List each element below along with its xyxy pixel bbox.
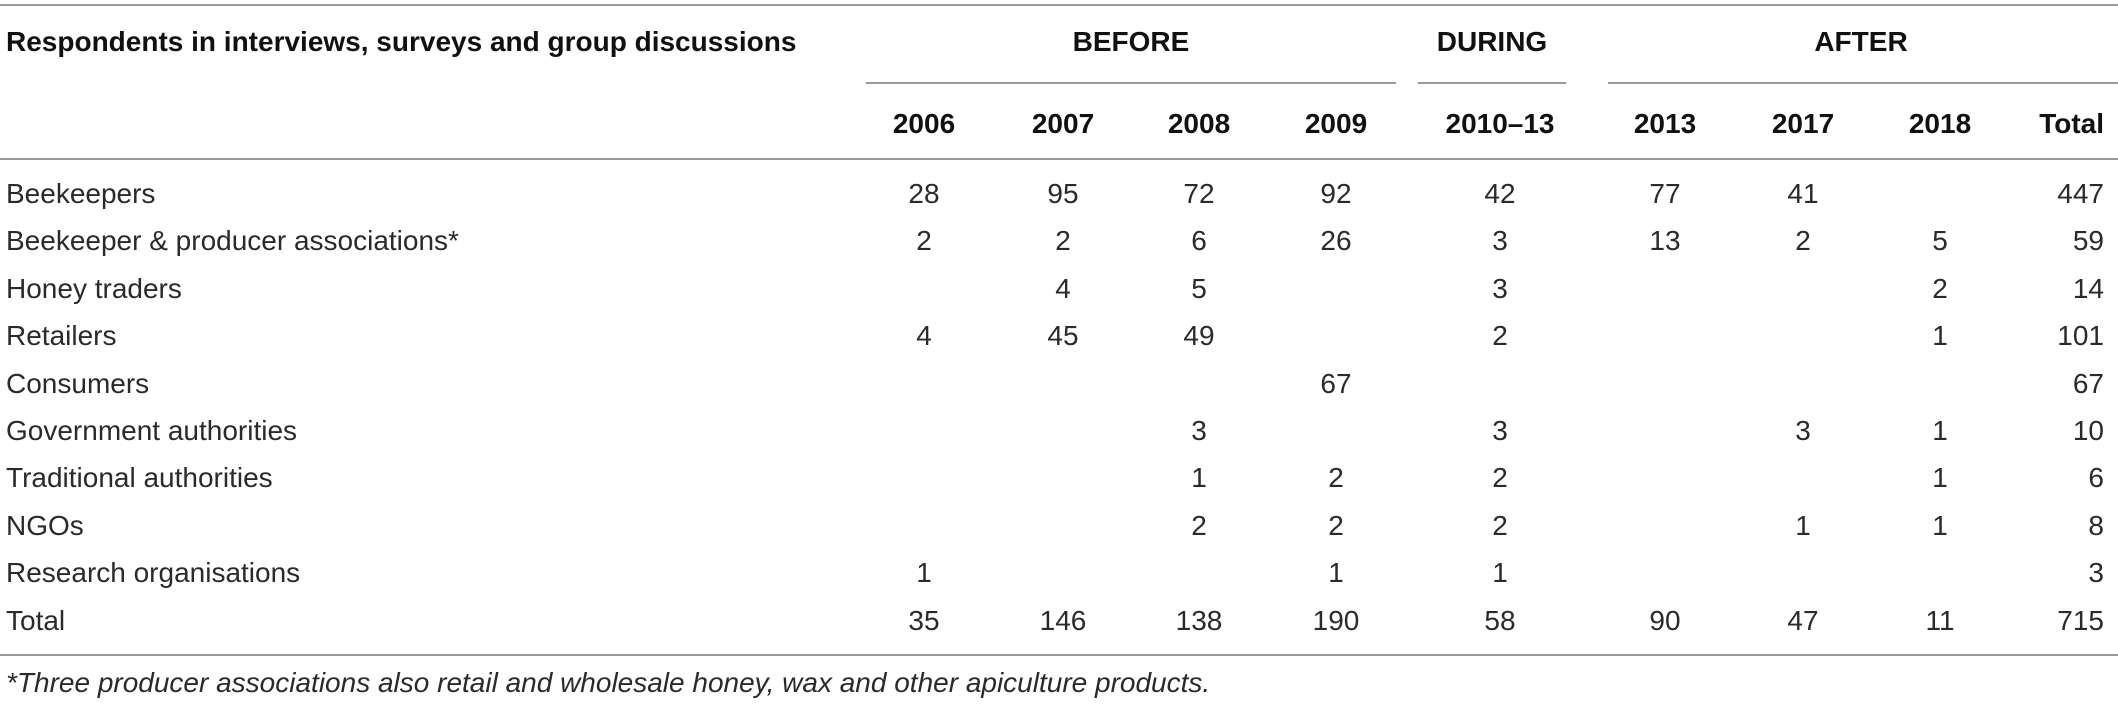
before-group-rule <box>866 82 1396 84</box>
cell-2018: 1 <box>1932 462 1948 493</box>
year-header-2007: 2007 <box>1031 108 1095 139</box>
cell-2018: 2 <box>1932 273 1948 304</box>
cell-2010-13: 2 <box>1492 320 1508 351</box>
cell-2010-13: 3 <box>1492 415 1508 446</box>
cell-2018: 5 <box>1932 225 1948 256</box>
table-top-rule <box>0 4 2118 6</box>
cell-2006: 2 <box>916 225 932 256</box>
row-label: Consumers <box>6 368 150 399</box>
cell-total: 6 <box>2088 462 2104 493</box>
cell-2018: 1 <box>1932 510 1948 541</box>
cell-2009: 67 <box>1320 368 1352 399</box>
cell-2006: 4 <box>916 320 932 351</box>
group-header-during: DURING <box>1436 26 1548 57</box>
cell-total: 3 <box>2088 557 2104 588</box>
cell-2009: 2 <box>1328 510 1344 541</box>
cell-total: 101 <box>2057 320 2104 351</box>
cell-total: 59 <box>2072 225 2104 256</box>
cell-2013: 77 <box>1649 178 1681 209</box>
cell-2010-13: 3 <box>1492 273 1508 304</box>
year-header-2009: 2009 <box>1304 108 1368 139</box>
row-label: NGOs <box>6 510 84 541</box>
cell-2013: 13 <box>1649 225 1681 256</box>
cell-2010-13: 2 <box>1492 462 1508 493</box>
row-label: Honey traders <box>6 273 182 304</box>
table-footnote: *Three producer associations also retail… <box>6 667 1211 698</box>
cell-2008: 2 <box>1191 510 1207 541</box>
cell-2010-13: 3 <box>1492 225 1508 256</box>
cell-2007: 45 <box>1047 320 1079 351</box>
cell-2008: 1 <box>1191 462 1207 493</box>
during-group-rule <box>1418 82 1566 84</box>
cell-2017: 1 <box>1795 510 1811 541</box>
cell-total: 8 <box>2088 510 2104 541</box>
cell-2008: 138 <box>1175 605 1223 636</box>
year-header-2018: 2018 <box>1908 108 1972 139</box>
cell-2010-13: 42 <box>1484 178 1516 209</box>
row-label: Beekeeper & producer associations* <box>6 225 459 256</box>
cell-2008: 5 <box>1191 273 1207 304</box>
cell-2007: 2 <box>1055 225 1071 256</box>
cell-2017: 47 <box>1787 605 1819 636</box>
after-group-rule <box>1608 82 2118 84</box>
respondents-column-header: Respondents in interviews, surveys and g… <box>6 26 797 57</box>
cell-2010-13: 1 <box>1492 557 1508 588</box>
row-label: Retailers <box>6 320 117 351</box>
cell-total: 14 <box>2072 273 2104 304</box>
group-header-after: AFTER <box>1814 26 1908 57</box>
table-bottom-rule <box>0 654 2118 656</box>
cell-2009: 92 <box>1320 178 1352 209</box>
cell-total: 447 <box>2057 178 2104 209</box>
row-label: Traditional authorities <box>6 462 273 493</box>
cell-2006: 28 <box>908 178 940 209</box>
year-header-2010-13: 2010–13 <box>1445 108 1555 139</box>
year-header-2017: 2017 <box>1771 108 1835 139</box>
cell-2017: 2 <box>1795 225 1811 256</box>
cell-2008: 3 <box>1191 415 1207 446</box>
group-header-before: BEFORE <box>1072 26 1190 57</box>
cell-2018: 1 <box>1932 320 1948 351</box>
cell-2008: 49 <box>1183 320 1215 351</box>
cell-2008: 72 <box>1183 178 1215 209</box>
year-header-2006: 2006 <box>892 108 956 139</box>
header-bottom-rule <box>0 158 2118 160</box>
cell-2017: 41 <box>1787 178 1819 209</box>
cell-2010-13: 58 <box>1484 605 1516 636</box>
cell-2013: 90 <box>1649 605 1681 636</box>
cell-total: 67 <box>2072 368 2104 399</box>
cell-2006: 1 <box>916 557 932 588</box>
cell-total: 10 <box>2072 415 2104 446</box>
row-label: Research organisations <box>6 557 301 588</box>
row-label: Beekeepers <box>6 178 156 209</box>
cell-2010-13: 2 <box>1492 510 1508 541</box>
cell-2006: 35 <box>908 605 940 636</box>
cell-2008: 6 <box>1191 225 1207 256</box>
row-label: Total <box>6 605 66 636</box>
cell-2009: 2 <box>1328 462 1344 493</box>
row-label: Government authorities <box>6 415 298 446</box>
cell-2017: 3 <box>1795 415 1811 446</box>
year-header-total: Total <box>2039 108 2104 139</box>
cell-2007: 4 <box>1055 273 1071 304</box>
year-header-2013: 2013 <box>1633 108 1697 139</box>
cell-2009: 1 <box>1328 557 1344 588</box>
cell-2009: 26 <box>1320 225 1352 256</box>
cell-2007: 146 <box>1039 605 1087 636</box>
year-header-2008: 2008 <box>1167 108 1231 139</box>
cell-total: 715 <box>2057 605 2104 636</box>
cell-2018: 11 <box>1925 605 1955 636</box>
cell-2018: 1 <box>1932 415 1948 446</box>
cell-2007: 95 <box>1047 178 1079 209</box>
cell-2009: 190 <box>1312 605 1360 636</box>
